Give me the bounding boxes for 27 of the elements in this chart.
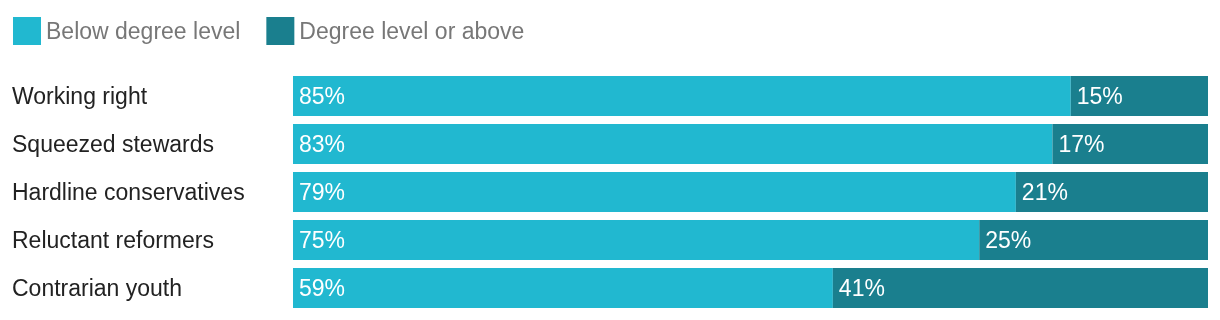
bar [979,220,1208,260]
bar [832,268,1208,308]
y-tick-label: Working right [12,83,148,109]
legend-label: Degree level or above [299,18,525,44]
bar [293,124,1053,164]
data-label: 83% [299,131,346,157]
bar [1015,172,1208,212]
data-label: 79% [299,179,346,205]
bar [1070,76,1208,116]
data-label: 75% [299,227,346,253]
data-label: 41% [838,275,885,301]
bar [1052,124,1208,164]
bar [293,172,1016,212]
y-tick-label: Hardline conservatives [12,179,245,205]
data-label: 21% [1021,179,1068,205]
data-label: 15% [1076,83,1123,109]
bar [293,220,980,260]
y-tick-label: Squeezed stewards [12,131,215,157]
data-label: 17% [1058,131,1105,157]
data-label: 85% [299,83,346,109]
legend-label: Below degree level [46,18,241,44]
y-tick-label: Contrarian youth [12,275,183,301]
bar [293,268,833,308]
data-label: 59% [299,275,346,301]
data-label: 25% [985,227,1032,253]
y-tick-label: Reluctant reformers [12,227,214,253]
bar [293,76,1071,116]
